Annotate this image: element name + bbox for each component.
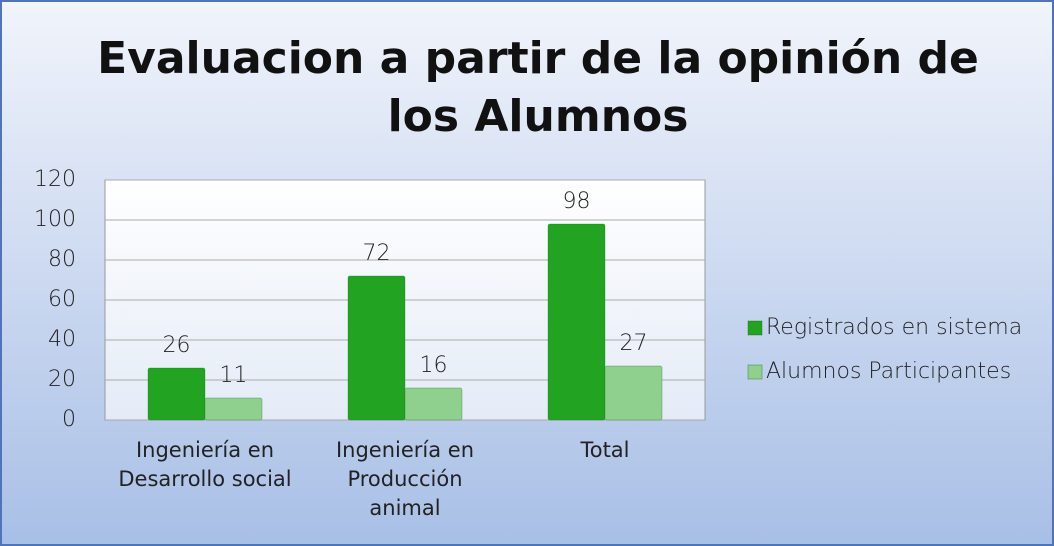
bar (347, 275, 406, 421)
y-tick-label: 20 (48, 367, 76, 392)
y-tick-label: 40 (48, 327, 76, 352)
y-tick-label: 0 (62, 407, 76, 432)
bar (147, 367, 206, 421)
x-tick-label: Ingeniería en Desarrollo social (118, 438, 292, 491)
x-tick-label: Total (580, 438, 630, 462)
data-label: 26 (163, 333, 191, 358)
y-tick-label: 120 (34, 167, 76, 192)
x-tick-label: Ingeniería en Producción animal (335, 438, 475, 520)
y-tick-label: 60 (48, 287, 76, 312)
y-tick-label: 80 (48, 247, 76, 272)
legend-swatch (747, 364, 763, 380)
bar (604, 365, 663, 421)
bar (204, 397, 263, 421)
bar (547, 223, 606, 421)
chart-title: Evaluacion a partir de la opinión de los… (97, 33, 979, 142)
data-label: 72 (363, 241, 391, 266)
legend-label: Alumnos Participantes (766, 359, 1011, 384)
data-label: 98 (563, 189, 591, 214)
data-label: 27 (620, 331, 648, 356)
bar (404, 387, 463, 421)
y-tick-label: 100 (34, 207, 76, 232)
data-label: 11 (220, 363, 248, 388)
legend-swatch (747, 320, 763, 336)
legend-label: Registrados en sistema (766, 315, 1022, 340)
data-label: 16 (420, 353, 448, 378)
